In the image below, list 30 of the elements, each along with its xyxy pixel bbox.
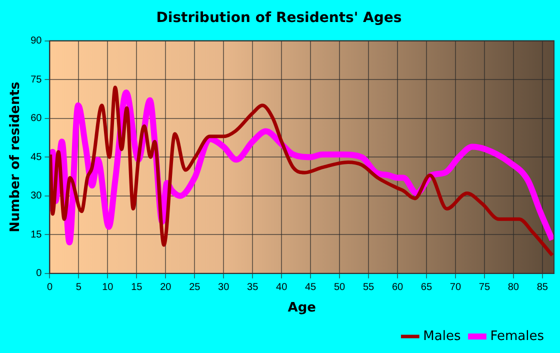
y-tick-label: 90 (30, 36, 42, 47)
x-tick-label: 40 (276, 282, 288, 294)
x-tick-label: 80 (508, 282, 520, 294)
y-tick-label: 45 (30, 152, 42, 163)
x-tick-label: 65 (420, 282, 432, 294)
x-tick-label: 35 (247, 282, 259, 294)
y-tick-label: 60 (30, 113, 42, 124)
x-tick-label: 45 (304, 282, 317, 294)
x-tick-label: 20 (160, 282, 172, 294)
y-tick-label: 30 (30, 190, 42, 202)
x-tick-label: 15 (131, 282, 143, 294)
x-tick-label: 75 (478, 282, 490, 294)
x-tick-label: 70 (450, 282, 462, 294)
x-tick-label: 0 (46, 282, 53, 294)
y-tick-label: 0 (36, 268, 42, 280)
x-tick-label: 85 (536, 282, 548, 294)
x-tick-label: 10 (102, 282, 114, 294)
x-tick-label: 5 (76, 282, 82, 294)
legend-label: Females (490, 328, 544, 344)
x-axis-title: Age (288, 300, 316, 316)
y-tick-label: 75 (30, 74, 42, 86)
y-tick-label: 15 (30, 229, 42, 240)
x-tick-label: 25 (189, 282, 201, 294)
x-tick-label: 50 (334, 282, 346, 294)
x-tick-label: 30 (218, 282, 230, 294)
x-tick-label: 60 (392, 282, 404, 294)
x-tick-label: 55 (362, 282, 375, 294)
legend-label: Males (423, 328, 461, 344)
chart-title: Distribution of Residents' Ages (156, 10, 402, 26)
y-axis-title: Number of residents (8, 82, 24, 232)
